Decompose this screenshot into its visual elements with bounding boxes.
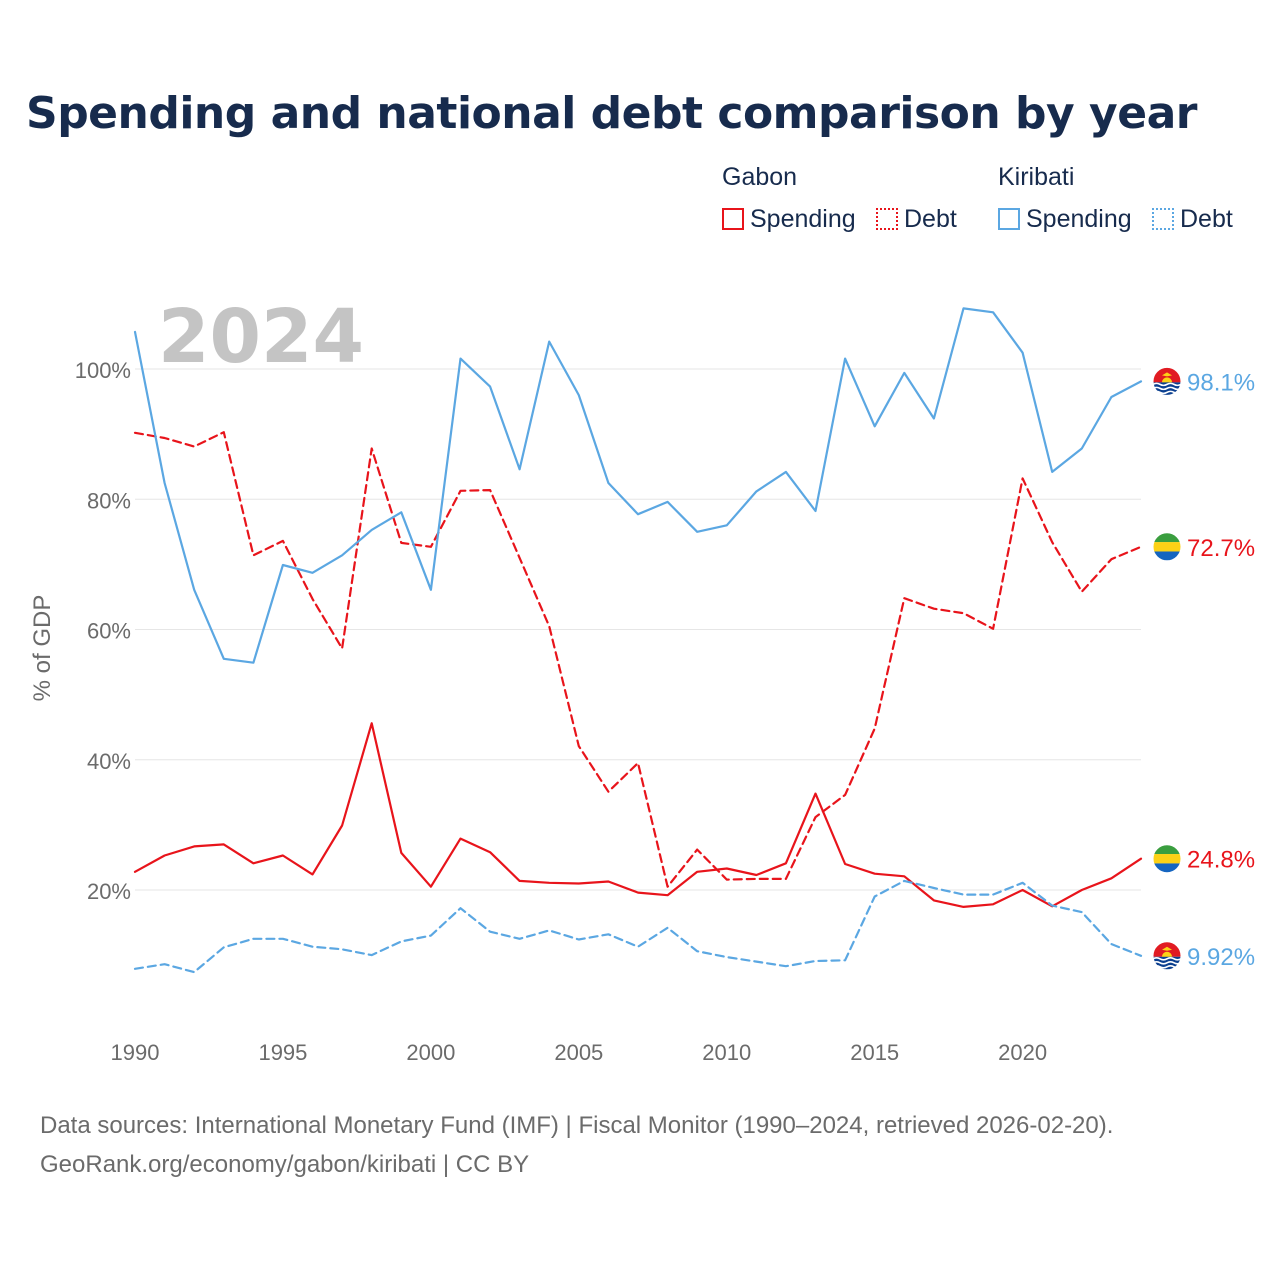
legend-swatch-dotted-red xyxy=(876,208,898,230)
x-tick-label: 1990 xyxy=(111,1040,160,1065)
legend-item-gabon-debt[interactable]: Debt xyxy=(876,203,957,235)
y-tick-label: 20% xyxy=(87,879,131,904)
x-tick-label: 2000 xyxy=(406,1040,455,1065)
source-line-2[interactable]: GeoRank.org/economy/gabon/kiribati | CC … xyxy=(40,1151,530,1178)
kiribati-flag-icon xyxy=(1152,366,1182,396)
gridlines xyxy=(135,368,1141,891)
chart-title: Spending and national debt comparison by… xyxy=(26,88,1197,139)
year-watermark-group: 2024 xyxy=(158,294,364,380)
legend-item-kiribati-spending[interactable]: Spending xyxy=(998,203,1132,235)
legend-swatch-solid-red xyxy=(722,208,744,230)
gabon-flag-icon xyxy=(1152,532,1182,562)
line-chart: 2024 % of GDP 20% 40% 60% 80% 100% 1990 1995 20… xyxy=(29,294,1255,1065)
series-line-gabon-debt[interactable] xyxy=(133,431,1143,888)
kiribati-flag-icon xyxy=(1152,941,1182,971)
end-value-label: 72.7% xyxy=(1187,535,1255,562)
source-note: Data sources: International Monetary Fun… xyxy=(40,1106,1113,1184)
legend-label: Debt xyxy=(904,204,957,233)
y-tick-label: 40% xyxy=(87,749,131,774)
legend-item-gabon-spending[interactable]: Spending xyxy=(722,203,856,235)
legend-label: Debt xyxy=(1180,204,1233,233)
series-line-kiribati-debt[interactable] xyxy=(133,879,1143,974)
series-lines xyxy=(133,307,1143,974)
series-line-kiribati-spending[interactable] xyxy=(133,307,1143,664)
legend-group-kiribati: Kiribati xyxy=(998,163,1075,191)
y-tick-label: 100% xyxy=(75,358,131,383)
end-value-label: 98.1% xyxy=(1187,369,1255,396)
y-tick-label: 80% xyxy=(87,488,131,513)
source-line-1: Data sources: International Monetary Fun… xyxy=(40,1112,1114,1139)
axes: % of GDP 20% 40% 60% 80% 100% 1990 1995 2000 200… xyxy=(29,358,1047,1065)
x-tick-label: 2005 xyxy=(554,1040,603,1065)
gabon-flag-icon xyxy=(1152,844,1182,874)
legend-swatch-solid-blue xyxy=(998,208,1020,230)
end-value-label: 24.8% xyxy=(1187,847,1255,874)
legend-label: Spending xyxy=(1026,204,1132,233)
x-tick-label: 2015 xyxy=(850,1040,899,1065)
y-tick-label: 60% xyxy=(87,619,131,644)
end-markers: 24.8% 72.7% 98.1% 9.92% xyxy=(1152,366,1255,971)
end-value-label: 9.92% xyxy=(1187,944,1255,971)
y-axis-label: % of GDP xyxy=(29,595,56,702)
x-tick-label: 1995 xyxy=(258,1040,307,1065)
legend-item-kiribati-debt[interactable]: Debt xyxy=(1152,203,1233,235)
year-watermark: 2024 xyxy=(158,294,364,380)
x-tick-label: 2010 xyxy=(702,1040,751,1065)
x-tick-label: 2020 xyxy=(998,1040,1047,1065)
legend-label: Spending xyxy=(750,204,856,233)
series-line-gabon-spending[interactable] xyxy=(133,722,1143,909)
legend-swatch-dotted-blue xyxy=(1152,208,1174,230)
legend-group-gabon: Gabon xyxy=(722,163,798,191)
